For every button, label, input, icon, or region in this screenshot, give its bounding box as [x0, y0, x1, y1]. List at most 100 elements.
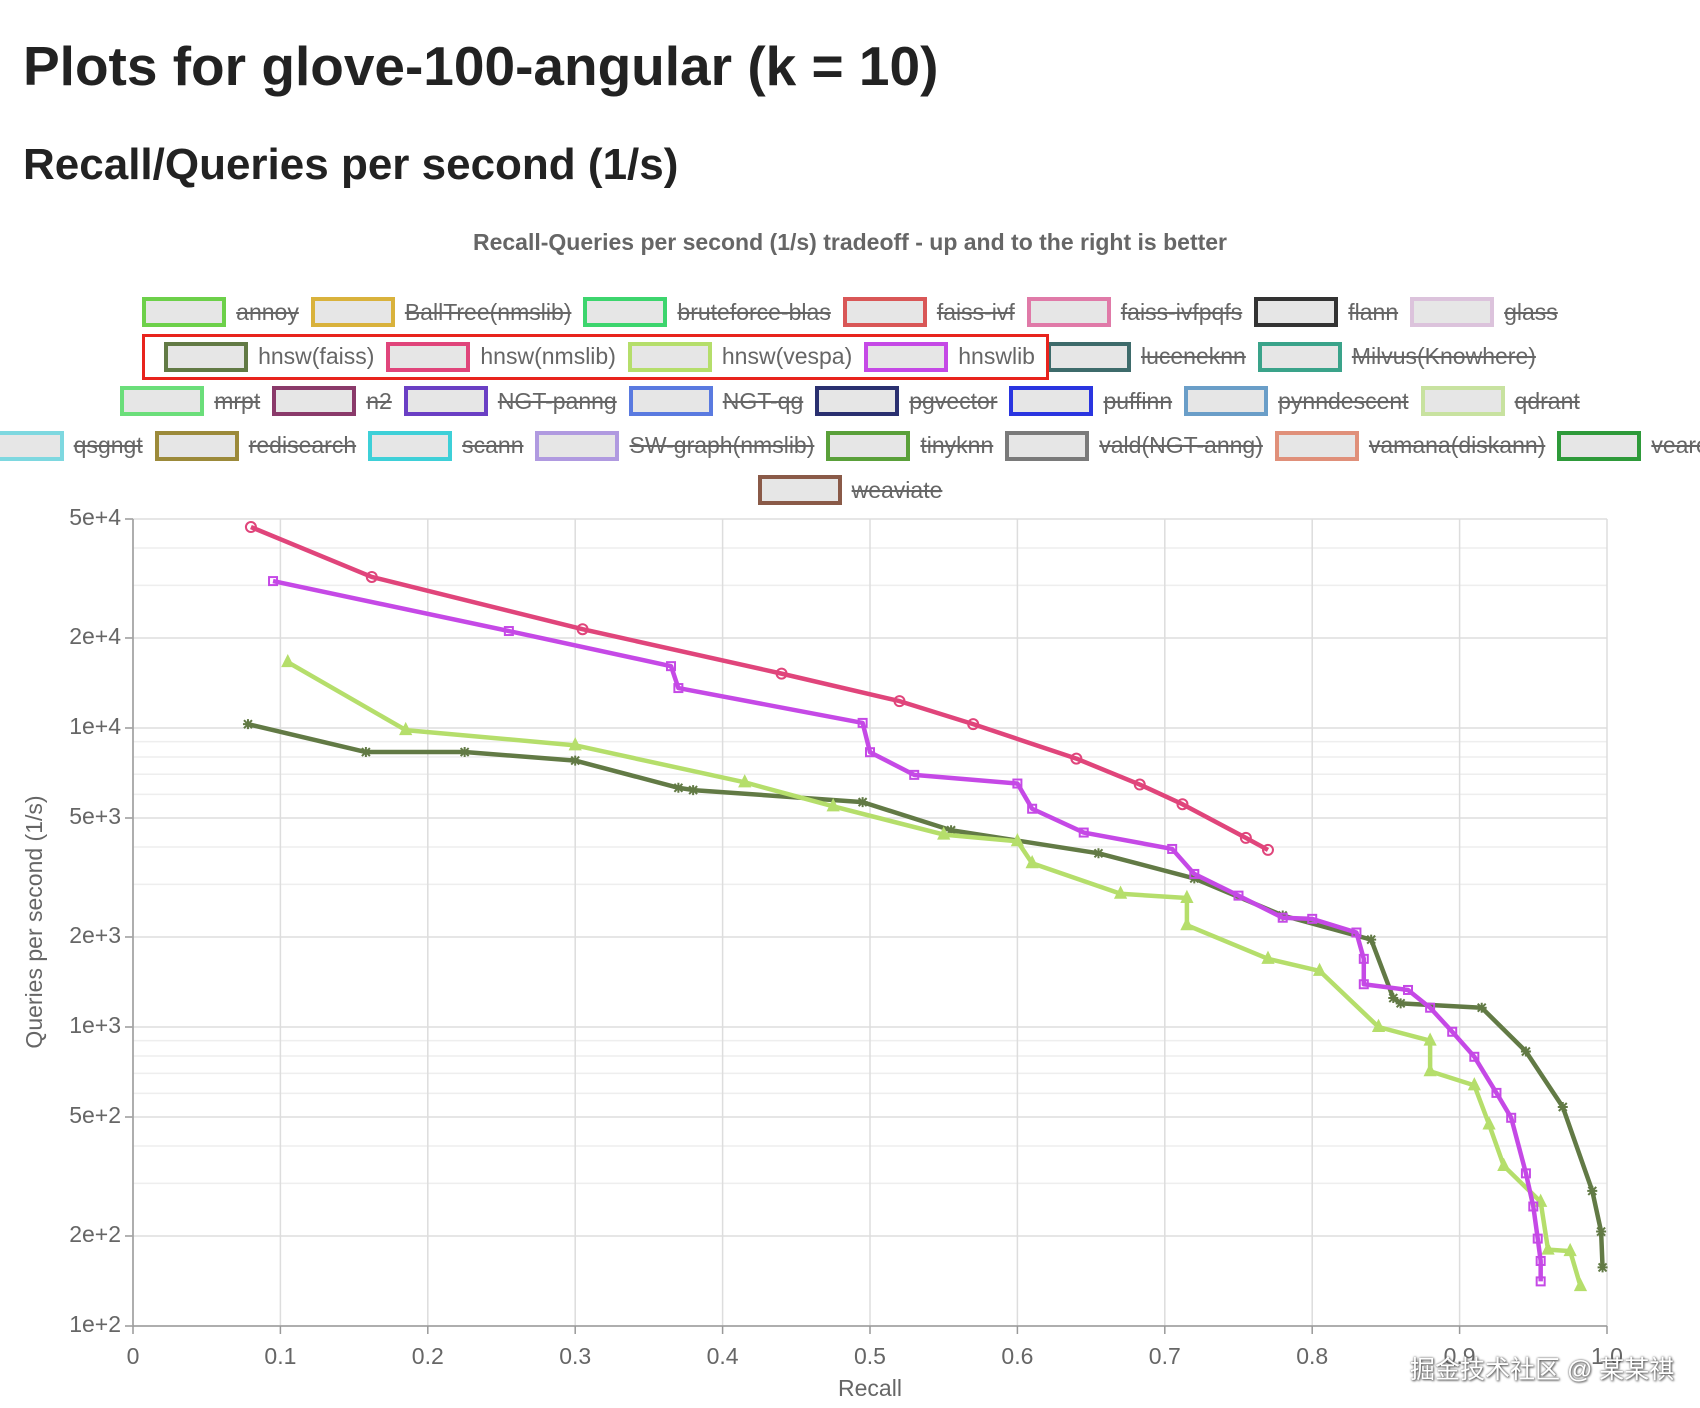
marker — [909, 769, 920, 780]
legend-item[interactable]: SW-graph(nmslib) — [535, 430, 814, 461]
legend-label: mrpt — [214, 387, 261, 414]
legend-item[interactable]: hnswlib — [864, 341, 1035, 372]
legend-item[interactable]: vamana(diskann) — [1274, 430, 1545, 461]
legend-item[interactable]: mrpt — [120, 386, 261, 417]
marker — [1563, 1242, 1577, 1257]
legend-swatch — [864, 341, 949, 372]
x-axis-label: Recall — [838, 1375, 902, 1401]
marker — [1596, 1226, 1607, 1237]
legend-swatch — [1557, 430, 1642, 461]
marker — [1371, 1018, 1386, 1032]
legend-item[interactable]: Milvus(Knowhere) — [1257, 341, 1536, 372]
y-tick-label: 1e+2 — [69, 1311, 121, 1337]
legend-item[interactable]: pgvector — [815, 386, 998, 417]
legend-label: luceneknn — [1140, 343, 1246, 370]
legend-swatch — [142, 297, 227, 328]
legend-item[interactable]: vald(NGT-anng) — [1005, 430, 1263, 461]
x-tick-label: 0.3 — [559, 1343, 591, 1369]
marker — [1528, 1201, 1539, 1212]
legend-swatch — [1005, 430, 1090, 461]
legend-swatch — [1420, 386, 1505, 417]
legend-label: n2 — [366, 387, 392, 414]
legend-label: pgvector — [909, 387, 998, 414]
legend-label: weaviate — [851, 476, 943, 503]
legend-item[interactable]: hnsw(nmslib) — [386, 341, 616, 372]
y-tick-label: 2e+2 — [69, 1221, 121, 1247]
marker — [937, 826, 951, 840]
legend-item[interactable]: pynndescent — [1184, 386, 1409, 417]
series-line — [247, 721, 1605, 1268]
marker — [857, 797, 868, 808]
marker — [1078, 827, 1089, 838]
legend-item[interactable]: n2 — [272, 386, 392, 417]
marker — [775, 667, 788, 680]
legend-swatch — [1184, 386, 1269, 417]
marker — [242, 719, 253, 730]
legend-item[interactable]: flann — [1254, 297, 1398, 328]
legend-item[interactable]: NGT-qg — [628, 386, 803, 417]
legend-row: mrpt n2 NGT-panng NGT-qg pgvector puffinn pynn… — [0, 379, 1700, 424]
marker — [1535, 1276, 1546, 1287]
legend-item[interactable]: qsgngt — [0, 430, 143, 461]
legend-label: Milvus(Knowhere) — [1351, 343, 1536, 370]
legend-label: BallTree(nmslib) — [404, 298, 572, 325]
y-axis-label: Queries per second (1/s) — [21, 795, 47, 1048]
marker — [459, 747, 470, 758]
y-tick-label: 2e+3 — [69, 922, 121, 948]
legend-item[interactable]: qdrant — [1420, 386, 1580, 417]
legend-label: vald(NGT-anng) — [1099, 432, 1263, 459]
x-tick-label: 1.0 — [1591, 1343, 1623, 1369]
marker — [1113, 885, 1128, 899]
legend-item[interactable]: hnsw(faiss) — [164, 341, 375, 372]
legend-row: annoy BallTree(nmslib) bruteforce-blas fais… — [0, 290, 1700, 335]
marker — [1358, 953, 1369, 964]
legend-item[interactable]: weaviate — [757, 475, 943, 506]
legend-item[interactable]: luceneknn — [1046, 341, 1246, 372]
legend-swatch — [628, 386, 713, 417]
marker — [967, 718, 980, 731]
legend-item[interactable]: BallTree(nmslib) — [310, 297, 572, 328]
marker — [1573, 1277, 1588, 1292]
legend-swatch — [1026, 297, 1111, 328]
page-subtitle: Recall/Queries per second (1/s) — [23, 140, 679, 189]
legend-item[interactable]: faiss-ivfpqfs — [1026, 297, 1242, 328]
legend-item[interactable]: puffinn — [1009, 386, 1172, 417]
legend-swatch — [368, 430, 453, 461]
x-tick-label: 0.8 — [1296, 1343, 1328, 1369]
marker — [1312, 962, 1327, 976]
legend-item[interactable]: vearch — [1557, 430, 1700, 461]
marker — [946, 825, 957, 836]
marker — [568, 737, 582, 751]
series-line — [272, 578, 1543, 1282]
legend-label: hnsw(nmslib) — [480, 343, 616, 370]
marker — [1133, 778, 1146, 791]
marker — [1395, 998, 1406, 1009]
legend-item[interactable]: bruteforce-blas — [583, 297, 831, 328]
legend-item[interactable]: tinyknn — [826, 430, 994, 461]
marker — [244, 521, 257, 534]
marker — [360, 747, 371, 758]
marker — [281, 653, 295, 668]
marker — [1476, 1002, 1487, 1013]
x-tick-label: 0 — [127, 1343, 140, 1369]
legend-swatch — [310, 297, 395, 328]
legend-item[interactable]: hnsw(vespa) — [627, 341, 853, 372]
marker — [1447, 1026, 1458, 1037]
legend-item[interactable]: faiss-ivf — [842, 297, 1015, 328]
legend-label: hnsw(vespa) — [721, 343, 853, 370]
legend-swatch — [1274, 430, 1359, 461]
legend-item[interactable]: scann — [368, 430, 523, 461]
legend-item[interactable]: redisearch — [154, 430, 356, 461]
legend-swatch — [1009, 386, 1094, 417]
marker — [365, 570, 378, 583]
legend-item[interactable]: NGT-panng — [403, 386, 617, 417]
marker — [1403, 984, 1414, 995]
legend-label: hnsw(faiss) — [258, 343, 375, 370]
legend-swatch — [164, 341, 249, 372]
y-tick-label: 5e+3 — [69, 803, 121, 829]
marker — [576, 623, 589, 636]
legend-label: tinyknn — [920, 432, 994, 459]
legend-swatch — [272, 386, 357, 417]
legend-item[interactable]: glass — [1410, 297, 1558, 328]
legend-item[interactable]: annoy — [142, 297, 299, 328]
